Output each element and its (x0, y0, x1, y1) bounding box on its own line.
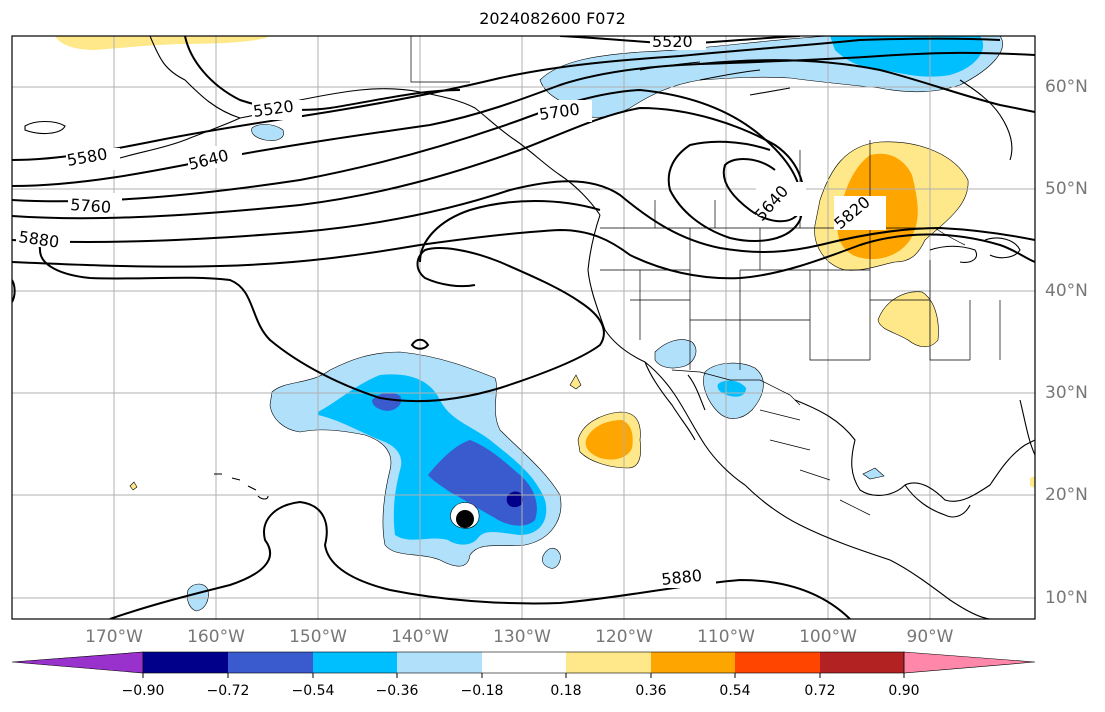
colorbar-bin-2 (228, 652, 313, 673)
contour-small-loop (410, 338, 430, 350)
lat-label-30n: 30°N (1045, 383, 1088, 403)
great-lakes (929, 237, 1021, 263)
lon-label-100w: 100°W (799, 627, 857, 647)
coastlines (24, 36, 1035, 619)
colorbar-bin-1 (143, 652, 228, 673)
us-mexico-border (671, 369, 801, 406)
negative-anomaly-north-mid (830, 36, 984, 77)
alaska-peninsula (119, 117, 241, 159)
colorbar-tick-label: 0.90 (888, 683, 920, 699)
negative-anomaly-baja (654, 339, 697, 369)
colorbar-tick-label: −0.36 (375, 683, 419, 699)
lon-label-140w: 140°W (391, 627, 449, 647)
colorbar-tick-label: −0.54 (291, 683, 335, 699)
canada-province-lines (654, 140, 871, 228)
colorbar-tick-label: −0.72 (206, 683, 250, 699)
map-title: 2024082600 F072 (479, 9, 626, 28)
contour-5580 (12, 37, 1001, 161)
positive-anomaly-midwest (877, 291, 939, 348)
colorbar-bin-9 (820, 652, 904, 673)
negative-anomaly-gulf-alaska-small (251, 124, 284, 141)
hawaii-islands (214, 473, 269, 500)
contour-5760 (12, 180, 1035, 253)
contour-label-5760: 5760 (70, 195, 112, 217)
alaska-canada-border (410, 36, 470, 83)
baja-california (644, 361, 706, 441)
colorbar-tick-label: 0.36 (635, 683, 667, 699)
colorbar-tick-label: 0.54 (719, 683, 751, 699)
us-state-lines (600, 228, 1001, 370)
contour-label-5880-south: 5880 (660, 566, 702, 589)
colorbar-bin-8 (735, 652, 820, 673)
colorbar-extend-right (903, 651, 1036, 674)
colorbar-tick-label: −0.18 (460, 683, 504, 699)
island-outline (24, 120, 66, 135)
colorbar-ticks (142, 673, 905, 678)
colorbar-extend-left (11, 651, 144, 674)
colorbar-tick-label: 0.72 (804, 683, 836, 699)
yucatan (904, 484, 971, 518)
florida (1019, 399, 1035, 456)
lon-label-110w: 110°W (697, 627, 755, 647)
contour-label-group: 5520 5520 5580 5640 5700 5640 5760 5820 … (16, 32, 886, 589)
positive-anomaly-edge (1030, 476, 1035, 488)
colorbar-tick-label: −0.90 (121, 683, 165, 699)
lat-label-50n: 50°N (1045, 179, 1088, 199)
mexico-state-lines (759, 409, 871, 516)
lat-label-40n: 40°N (1045, 281, 1088, 301)
lon-label-90w: 90°W (906, 627, 954, 647)
colorbar-bin-6 (566, 652, 651, 673)
storm-center-marker (456, 510, 474, 528)
contour-5820 (12, 228, 1035, 280)
negative-anomaly-gulf (862, 467, 885, 480)
lat-label-60n: 60°N (1045, 77, 1088, 97)
contour-5880-ridge (419, 200, 601, 263)
mexico-coast (744, 484, 991, 619)
colorbar-bin-3 (313, 652, 397, 673)
contour-label-5520-north: 5520 (652, 32, 693, 51)
lon-label-120w: 120°W (595, 627, 653, 647)
contour-5700 (12, 59, 1035, 242)
map-frame-border (11, 35, 1036, 620)
lon-label-160w: 160°W (187, 627, 245, 647)
colorbar-bin-5 (482, 652, 566, 673)
contour-5880-main (17, 231, 605, 403)
colorbar-bin-7 (651, 652, 735, 673)
alaska-coast (149, 36, 601, 216)
positive-anomaly-tiny (129, 481, 138, 491)
gridlines (12, 36, 1035, 619)
colorbar-border (142, 651, 905, 674)
contour-5640-low (12, 88, 802, 223)
colorbar-tick-label: 0.18 (550, 683, 582, 699)
lat-label-20n: 20°N (1045, 485, 1088, 505)
lon-label-170w: 170°W (85, 627, 143, 647)
colorbar (11, 651, 1036, 678)
negative-anomaly-small-south (542, 547, 561, 569)
positive-anomaly-pacific-core (585, 420, 633, 460)
contour-5880-pacific-tail (12, 279, 16, 303)
hudson-bay (959, 79, 1013, 161)
lat-label-10n: 10°N (1045, 588, 1088, 608)
colorbar-bin-4 (397, 652, 482, 673)
lon-label-130w: 130°W (493, 627, 551, 647)
lon-label-150w: 150°W (289, 627, 347, 647)
positive-anomaly-small-island (569, 374, 582, 390)
